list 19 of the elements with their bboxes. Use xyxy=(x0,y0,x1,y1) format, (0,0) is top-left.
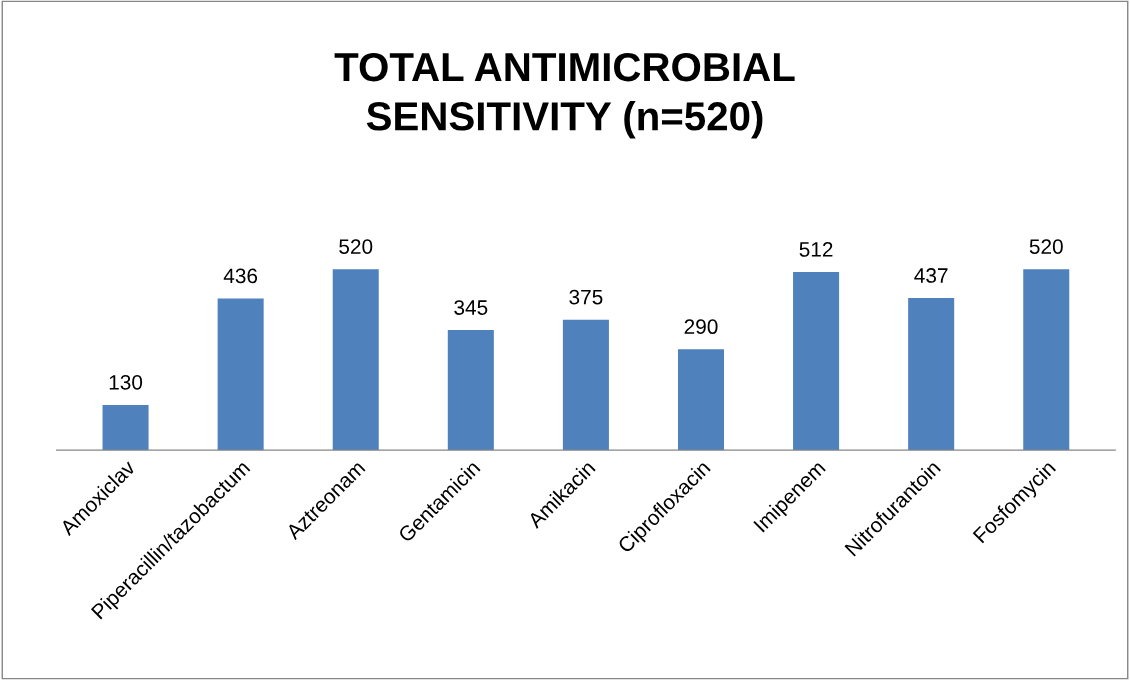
bar xyxy=(332,269,379,451)
bar xyxy=(447,330,494,451)
chart-title: TOTAL ANTIMICROBIAL SENSITIVITY (n=520) xyxy=(334,52,795,139)
bar xyxy=(793,272,840,451)
data-label: 436 xyxy=(223,268,258,284)
data-label: 520 xyxy=(339,239,373,254)
bar xyxy=(562,319,609,451)
bar xyxy=(908,298,955,451)
data-label: 437 xyxy=(914,268,948,283)
bar xyxy=(217,298,264,451)
data-label: 290 xyxy=(684,319,718,335)
bar xyxy=(102,404,149,451)
data-label: 520 xyxy=(1029,239,1063,254)
data-label: 375 xyxy=(569,289,603,305)
data-label: 130 xyxy=(109,374,143,390)
data-label: 345 xyxy=(454,300,488,315)
bar xyxy=(677,349,725,451)
bar xyxy=(1023,269,1070,451)
data-label: 512 xyxy=(799,242,833,257)
